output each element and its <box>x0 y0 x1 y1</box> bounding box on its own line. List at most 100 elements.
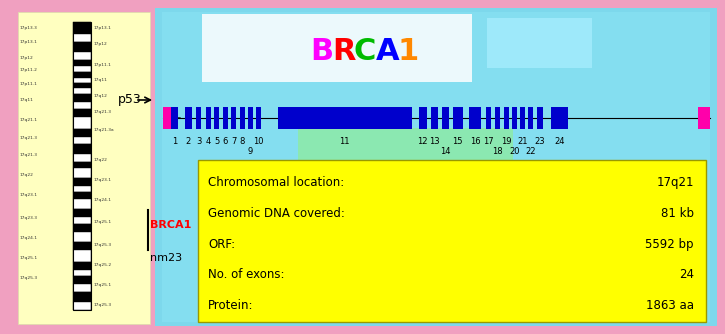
Bar <box>73 109 91 117</box>
Text: 17q23.1: 17q23.1 <box>20 193 38 197</box>
Text: 17q25.2: 17q25.2 <box>94 263 112 267</box>
Bar <box>171 107 178 129</box>
Text: 5592 bp: 5592 bp <box>645 237 694 250</box>
Bar <box>469 107 481 129</box>
Text: 17p12: 17p12 <box>94 42 108 46</box>
Bar <box>73 129 91 137</box>
Bar <box>73 186 91 192</box>
Text: 17q11: 17q11 <box>20 98 34 102</box>
Text: 10: 10 <box>254 137 264 146</box>
Bar <box>73 94 91 102</box>
Bar <box>521 107 525 129</box>
Bar <box>73 52 91 60</box>
Text: ORF:: ORF: <box>208 237 235 250</box>
Bar <box>73 270 91 276</box>
Bar <box>73 117 91 129</box>
Bar <box>536 107 542 129</box>
Text: 9: 9 <box>248 147 253 156</box>
Bar <box>155 8 717 326</box>
Bar <box>73 22 91 310</box>
Bar <box>73 242 91 250</box>
Text: 12: 12 <box>418 137 428 146</box>
Text: 1863 aa: 1863 aa <box>646 299 694 312</box>
Text: 17p13.3: 17p13.3 <box>20 26 38 30</box>
Text: 1: 1 <box>172 137 177 146</box>
Bar <box>239 107 244 129</box>
Bar <box>73 88 91 94</box>
Bar <box>73 276 91 284</box>
Text: p53: p53 <box>118 94 142 107</box>
Text: 8: 8 <box>239 137 244 146</box>
Text: 18: 18 <box>492 147 502 156</box>
Bar <box>73 168 91 178</box>
Bar <box>163 107 172 129</box>
Text: 19: 19 <box>501 137 511 146</box>
Bar <box>529 107 534 129</box>
Bar <box>73 302 91 310</box>
Bar <box>698 107 710 129</box>
Bar <box>73 83 91 88</box>
Bar <box>206 107 210 129</box>
Bar <box>185 107 192 129</box>
Text: 81 kb: 81 kb <box>661 207 694 220</box>
Text: nm23: nm23 <box>150 253 182 263</box>
Text: 24: 24 <box>679 268 694 281</box>
Text: 17q25.3: 17q25.3 <box>20 276 38 280</box>
Text: 17q25.3: 17q25.3 <box>94 243 112 247</box>
Bar <box>73 72 91 78</box>
Bar <box>73 42 91 52</box>
Text: 17p11.2: 17p11.2 <box>20 68 38 72</box>
Bar <box>487 18 592 68</box>
Text: 24: 24 <box>555 137 565 146</box>
Text: 17p12: 17p12 <box>20 56 34 60</box>
Bar <box>196 107 202 129</box>
Text: 17q25.1: 17q25.1 <box>94 283 112 287</box>
Text: 17p13.1: 17p13.1 <box>20 40 38 44</box>
Text: BRCA1: BRCA1 <box>150 220 191 230</box>
Bar <box>419 107 426 129</box>
Bar <box>73 192 91 199</box>
Text: 17q12: 17q12 <box>94 94 108 98</box>
Text: 17p11.1: 17p11.1 <box>20 82 38 86</box>
Text: B: B <box>310 37 333 66</box>
Bar <box>73 34 91 42</box>
Bar <box>73 60 91 66</box>
Bar <box>73 144 91 154</box>
Bar <box>215 107 220 129</box>
Bar <box>162 12 710 322</box>
Text: 21: 21 <box>517 137 528 146</box>
Bar <box>231 107 236 129</box>
Bar <box>223 107 228 129</box>
Bar <box>495 107 500 129</box>
Bar <box>73 209 91 217</box>
Text: 17q22: 17q22 <box>94 158 108 162</box>
Bar <box>73 224 91 232</box>
Bar <box>73 284 91 292</box>
Text: 17q21: 17q21 <box>657 176 694 189</box>
Text: 17q21.3: 17q21.3 <box>20 153 38 157</box>
Text: 6: 6 <box>223 137 228 146</box>
Text: 17q24.1: 17q24.1 <box>20 236 38 240</box>
Text: 14: 14 <box>440 147 450 156</box>
Bar <box>198 160 706 322</box>
Bar <box>256 107 262 129</box>
Bar <box>504 107 509 129</box>
Text: 17q25.1: 17q25.1 <box>94 220 112 224</box>
Text: R: R <box>332 37 355 66</box>
Text: 1: 1 <box>398 37 419 66</box>
Bar <box>73 178 91 186</box>
Bar <box>442 107 449 129</box>
Bar <box>73 292 91 302</box>
Text: 16: 16 <box>470 137 481 146</box>
Bar <box>73 262 91 270</box>
Text: 7: 7 <box>231 137 236 146</box>
Text: 15: 15 <box>452 137 463 146</box>
Bar <box>431 107 438 129</box>
Text: A: A <box>376 37 399 66</box>
Text: 17q21.3: 17q21.3 <box>94 110 112 114</box>
Bar <box>18 12 150 324</box>
Text: Chromosomal location:: Chromosomal location: <box>208 176 344 189</box>
Text: 22: 22 <box>526 147 536 156</box>
Bar <box>552 107 568 129</box>
Text: 17q22: 17q22 <box>20 173 34 177</box>
